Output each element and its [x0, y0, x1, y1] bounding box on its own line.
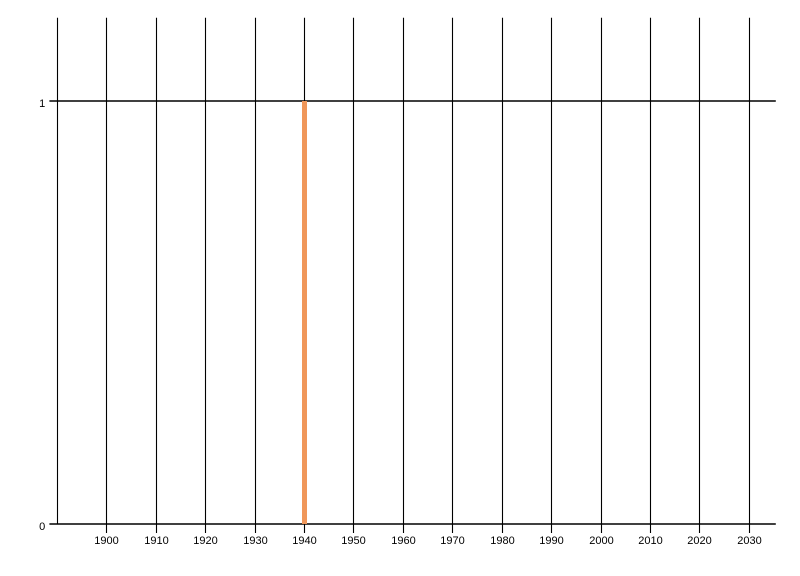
svg-text:2000: 2000: [589, 535, 613, 547]
svg-text:2030: 2030: [737, 535, 761, 547]
svg-text:1930: 1930: [243, 535, 267, 547]
svg-text:1900: 1900: [94, 535, 118, 547]
svg-text:2020: 2020: [687, 535, 711, 547]
svg-text:1920: 1920: [193, 535, 217, 547]
svg-text:1940: 1940: [292, 535, 316, 547]
svg-text:1960: 1960: [391, 535, 415, 547]
svg-text:1910: 1910: [144, 535, 168, 547]
svg-text:1: 1: [39, 98, 45, 110]
svg-text:1970: 1970: [440, 535, 464, 547]
svg-text:1950: 1950: [341, 535, 365, 547]
svg-text:1990: 1990: [539, 535, 563, 547]
svg-text:0: 0: [39, 521, 45, 533]
svg-text:1980: 1980: [490, 535, 514, 547]
svg-text:2010: 2010: [638, 535, 662, 547]
